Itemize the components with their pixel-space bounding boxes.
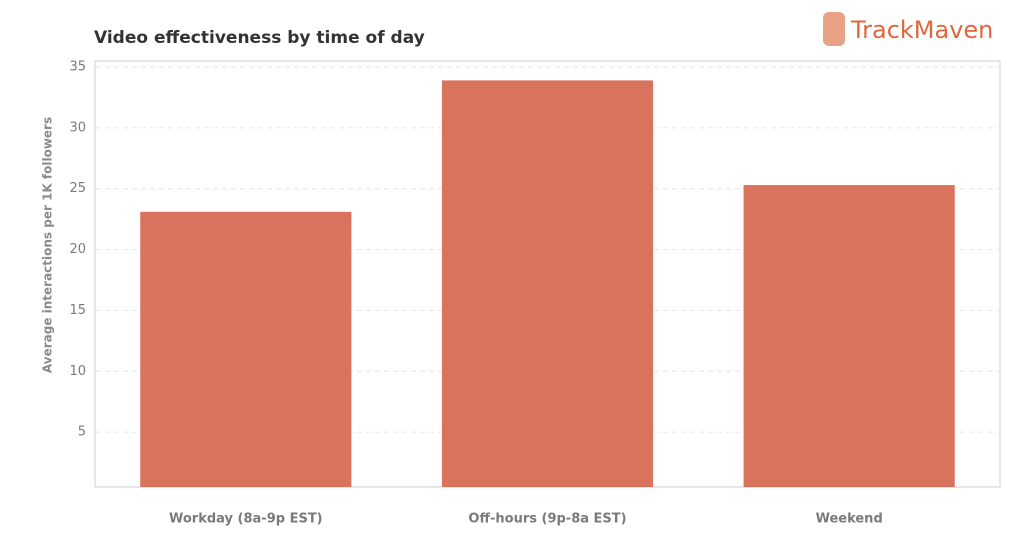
y-tick-label: 5 (78, 425, 86, 440)
y-tick-label: 15 (69, 303, 86, 318)
bar (441, 80, 654, 487)
y-tick-label: 20 (69, 242, 86, 257)
brand-name: TrackMaven (850, 16, 993, 44)
logo-icon (823, 12, 845, 46)
y-axis-label: Average interactions per 1K followers (41, 117, 55, 373)
y-tick-label: 10 (69, 364, 86, 379)
x-tick-label: Weekend (816, 512, 883, 527)
bar (743, 185, 955, 487)
y-tick-label: 35 (69, 60, 86, 75)
y-tick-label: 25 (69, 181, 86, 196)
bar (140, 211, 352, 487)
brand-logo: TrackMaven (823, 12, 993, 46)
chart-title: Video effectiveness by time of day (94, 28, 425, 48)
y-tick-label: 30 (69, 120, 86, 135)
x-tick-label: Off-hours (9p-8a EST) (468, 512, 626, 527)
x-tick-label: Workday (8a-9p EST) (169, 512, 323, 527)
